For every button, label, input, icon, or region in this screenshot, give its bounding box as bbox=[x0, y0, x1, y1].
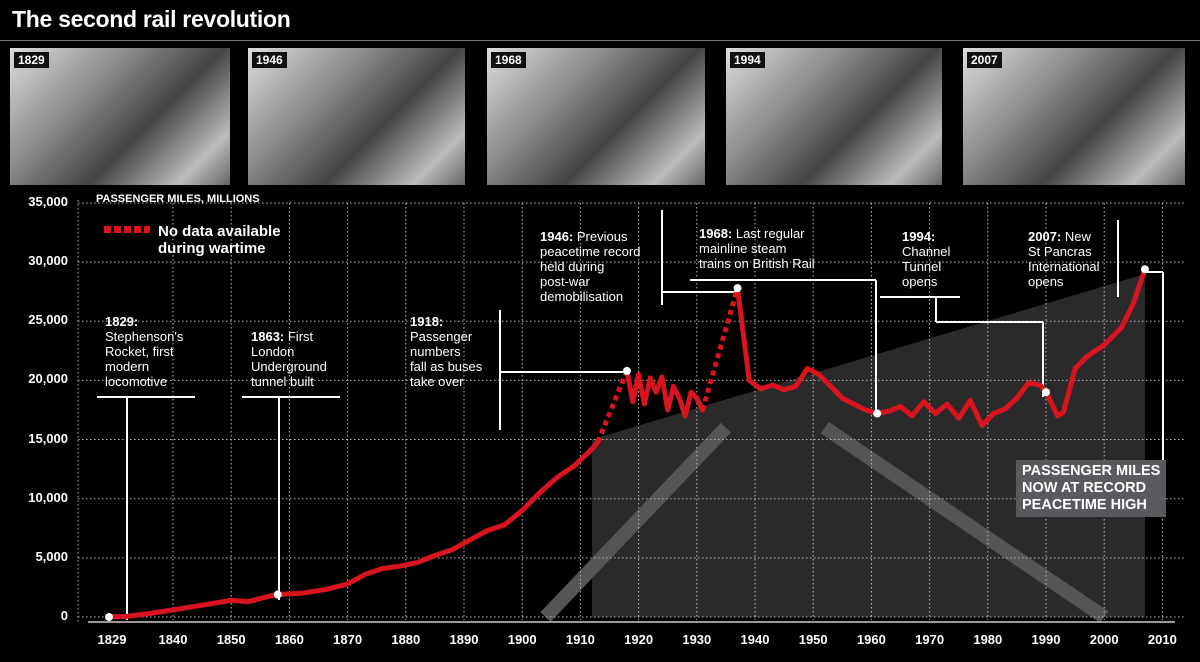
event-marker bbox=[873, 409, 882, 418]
photo-1968: 1968 bbox=[487, 48, 705, 185]
event-marker bbox=[1140, 265, 1149, 274]
dashed-line-swatch bbox=[104, 226, 150, 233]
y-axis-label: PASSENGER MILES, MILLIONS bbox=[96, 193, 260, 205]
x-tick-label: 1829 bbox=[97, 632, 127, 647]
x-tick-label: 1910 bbox=[565, 632, 595, 647]
x-tick-label: 1920 bbox=[624, 632, 654, 647]
record-high-callout: PASSENGER MILES NOW AT RECORD PEACETIME HI… bbox=[1016, 460, 1167, 517]
x-tick-label: 1900 bbox=[507, 632, 537, 647]
event-marker bbox=[622, 366, 631, 375]
x-tick-label: 1960 bbox=[856, 632, 886, 647]
photo-year: 1968 bbox=[491, 52, 526, 68]
photo-1829: 1829 bbox=[10, 48, 230, 185]
y-tick-label: 20,000 bbox=[28, 371, 68, 387]
photo-2007: 2007 bbox=[963, 48, 1185, 185]
y-tick-label: 10,000 bbox=[28, 489, 68, 505]
passenger-miles-line bbox=[735, 266, 1148, 428]
track-background bbox=[592, 273, 1145, 617]
photo-1946: 1946 bbox=[248, 48, 465, 185]
x-tick-label: 1940 bbox=[740, 632, 770, 647]
x-tick-label: 1980 bbox=[973, 632, 1003, 647]
y-tick-label: 5,000 bbox=[35, 548, 68, 564]
event-marker bbox=[104, 613, 113, 621]
legend: No data available during wartime bbox=[104, 223, 281, 257]
photo-year: 1994 bbox=[730, 52, 765, 68]
photo-year: 1946 bbox=[252, 52, 287, 68]
annotation-1946: 1946: Previous peacetime record held durin… bbox=[540, 229, 641, 304]
y-tick-label: 25,000 bbox=[28, 312, 68, 328]
legend-line1: No data available bbox=[158, 223, 281, 240]
page-title: The second rail revolution bbox=[12, 6, 291, 32]
x-tick-label: 2000 bbox=[1089, 632, 1119, 647]
photo-year: 1829 bbox=[14, 52, 49, 68]
y-tick-label: 0 bbox=[60, 608, 68, 623]
wartime-gap-dashed-line bbox=[700, 287, 740, 411]
x-tick-label: 1850 bbox=[216, 632, 246, 647]
y-tick-label: 15,000 bbox=[28, 430, 68, 446]
rail-left bbox=[540, 422, 731, 622]
annotation-1918: 1918: Passenger numbers fall as buses take o… bbox=[410, 314, 483, 389]
x-tick-label: 1860 bbox=[274, 632, 304, 647]
annotation-1863: 1863: First London Underground tunnel built bbox=[251, 329, 327, 389]
x-tick-label: 1990 bbox=[1031, 632, 1061, 647]
title-divider bbox=[0, 40, 1200, 41]
legend-line2: during wartime bbox=[158, 240, 266, 257]
x-tick-label: 1840 bbox=[158, 632, 188, 647]
event-marker bbox=[273, 590, 282, 599]
x-tick-label: 2010 bbox=[1147, 632, 1177, 647]
passenger-miles-line bbox=[106, 439, 601, 620]
annotation-1968: 1968: Last regular mainline steam trains o… bbox=[699, 226, 815, 271]
passenger-miles-line bbox=[624, 368, 706, 419]
wartime-gap-dashed-line bbox=[595, 369, 630, 443]
x-tick-label: 1950 bbox=[798, 632, 828, 647]
annotation-2007: 2007: New St Pancras International opens bbox=[1028, 229, 1100, 289]
annotation-1994: 1994: Channel Tunnel opens bbox=[902, 229, 951, 289]
x-tick-label: 1970 bbox=[915, 632, 945, 647]
y-tick-label: 35,000 bbox=[28, 193, 68, 209]
y-tick-label: 30,000 bbox=[28, 253, 68, 269]
x-tick-label: 1880 bbox=[391, 632, 421, 647]
photo-year: 2007 bbox=[967, 52, 1002, 68]
x-tick-label: 1930 bbox=[682, 632, 712, 647]
x-tick-label: 1890 bbox=[449, 632, 479, 647]
event-marker bbox=[733, 284, 742, 293]
event-marker bbox=[1042, 388, 1050, 397]
photo-1994: 1994 bbox=[726, 48, 942, 185]
annotation-1829: 1829: Stephenson's Rocket, first modern loco… bbox=[105, 314, 184, 389]
x-tick-label: 1870 bbox=[333, 632, 363, 647]
